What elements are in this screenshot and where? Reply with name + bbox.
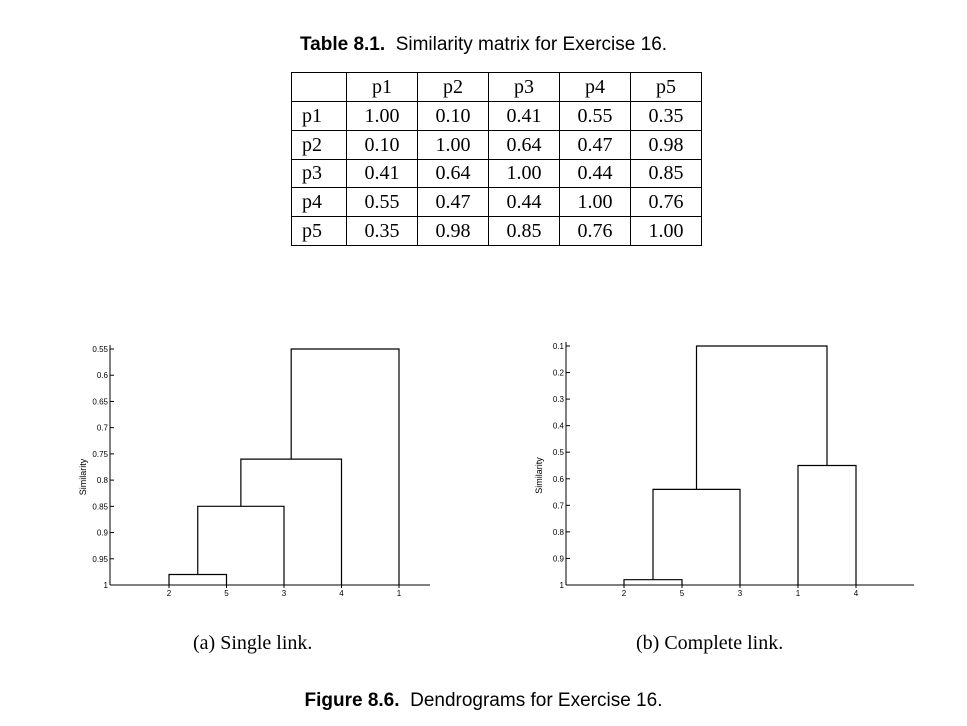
table-cell: 0.85 <box>630 158 702 189</box>
y-tick-label: 0.7 <box>553 501 565 510</box>
table-cell: 1.00 <box>417 129 489 160</box>
table-corner-cell <box>291 72 347 102</box>
table-row: p1 1.00 0.10 0.41 0.55 0.35 <box>291 101 702 131</box>
table-cell: 0.47 <box>417 187 489 218</box>
x-tick-label: 5 <box>680 589 685 598</box>
row-header: p1 <box>291 101 347 131</box>
y-axis-label: Similarity <box>534 457 544 494</box>
table-cell: 0.44 <box>559 158 631 189</box>
table-cell: 1.00 <box>559 187 631 218</box>
y-axis-label: Similarity <box>78 458 88 495</box>
column-header: p1 <box>346 72 418 102</box>
y-tick-label: 1 <box>104 581 109 590</box>
y-tick-label: 0.9 <box>553 554 565 563</box>
table-cell: 1.00 <box>630 216 702 246</box>
table-cell: 0.55 <box>346 187 418 218</box>
table-cell: 0.98 <box>630 129 702 160</box>
table-cell: 0.98 <box>417 216 489 246</box>
column-header: p5 <box>630 72 702 102</box>
dendrogram-link <box>240 458 343 585</box>
table-caption-label: Table 8.1. <box>299 34 386 55</box>
row-header: p4 <box>291 187 347 218</box>
similarity-matrix-table: p1 p2 p3 p4 p5 p1 1.00 0.10 0.41 0.55 0.… <box>291 72 702 246</box>
dendrogram-link <box>168 573 228 585</box>
y-tick-label: 0.55 <box>92 345 108 354</box>
table-cell: 0.85 <box>488 216 560 246</box>
table-caption: Table 8.1. Similarity matrix for Exercis… <box>0 34 967 56</box>
x-tick-label: 1 <box>397 589 402 598</box>
x-tick-label: 4 <box>339 589 344 598</box>
table-cell: 0.10 <box>346 129 418 160</box>
table-cell: 0.10 <box>417 101 489 131</box>
row-header: p5 <box>291 216 347 246</box>
table-cell: 1.00 <box>346 101 418 131</box>
y-tick-label: 1 <box>560 581 565 590</box>
x-tick-label: 3 <box>282 589 287 598</box>
y-tick-label: 0.95 <box>92 555 108 564</box>
dendrogram-link <box>695 345 828 490</box>
table-row: p4 0.55 0.47 0.44 1.00 0.76 <box>291 187 702 218</box>
figure-caption-label: Figure 8.6. <box>304 690 400 711</box>
y-tick-label: 0.4 <box>553 422 565 431</box>
table-row: p3 0.41 0.64 1.00 0.44 0.85 <box>291 158 702 189</box>
x-tick-label: 4 <box>854 589 859 598</box>
y-tick-label: 0.6 <box>97 371 109 380</box>
table-cell: 0.64 <box>488 129 560 160</box>
x-tick-label: 5 <box>224 589 229 598</box>
table-cell: 0.35 <box>630 101 702 131</box>
y-tick-label: 0.7 <box>97 424 109 433</box>
figure-caption-text: Dendrograms for Exercise 16. <box>410 690 663 711</box>
row-header: p2 <box>291 129 347 160</box>
dendrogram-link <box>290 348 400 585</box>
dendrogram-link <box>652 488 741 585</box>
table-row: p5 0.35 0.98 0.85 0.76 1.00 <box>291 216 702 246</box>
y-tick-label: 0.85 <box>92 502 108 511</box>
table-header-row: p1 p2 p3 p4 p5 <box>291 72 702 102</box>
column-header: p3 <box>488 72 560 102</box>
y-tick-label: 0.2 <box>553 369 565 378</box>
dendrogram-link <box>197 505 285 585</box>
column-header: p2 <box>417 72 489 102</box>
x-tick-label: 3 <box>738 589 743 598</box>
y-tick-label: 0.8 <box>553 528 565 537</box>
table-cell: 0.44 <box>488 187 560 218</box>
x-tick-label: 2 <box>167 589 172 598</box>
subcaption-complete-link: (b) Complete link. <box>636 632 784 654</box>
y-tick-label: 0.65 <box>92 397 108 406</box>
y-tick-label: 0.1 <box>553 342 565 351</box>
y-tick-label: 0.3 <box>553 395 565 404</box>
y-tick-label: 0.6 <box>553 475 565 484</box>
single-link-dendrogram: 0.55 0.6 0.65 0.7 0.75 0.8 0.85 0.9 0.95 1 Similar… <box>78 345 430 598</box>
row-header: p3 <box>291 158 347 189</box>
x-tick-label: 2 <box>622 589 627 598</box>
table-cell: 0.64 <box>417 158 489 189</box>
dendrogram-link <box>623 579 683 585</box>
table-cell: 0.55 <box>559 101 631 131</box>
y-tick-label: 0.5 <box>553 448 565 457</box>
subcaption-single-link: (a) Single link. <box>193 632 313 654</box>
table-cell: 0.76 <box>630 187 702 218</box>
table-row: p2 0.10 1.00 0.64 0.47 0.98 <box>291 129 702 160</box>
table-cell: 0.47 <box>559 129 631 160</box>
table-caption-text: Similarity matrix for Exercise 16. <box>395 34 668 55</box>
complete-link-dendrogram: 0.1 0.2 0.3 0.4 0.5 0.6 0.7 0.8 0.9 1 Similarity 2 5… <box>534 342 914 598</box>
x-tick-label: 1 <box>796 589 801 598</box>
dendrogram-link <box>797 464 857 585</box>
table-cell: 1.00 <box>488 158 560 189</box>
y-tick-label: 0.9 <box>97 529 109 538</box>
table-cell: 0.76 <box>559 216 631 246</box>
column-header: p4 <box>559 72 631 102</box>
y-tick-label: 0.8 <box>97 476 109 485</box>
figure-caption: Figure 8.6. Dendrograms for Exercise 16. <box>0 690 967 712</box>
table-cell: 0.41 <box>488 101 560 131</box>
table-cell: 0.41 <box>346 158 418 189</box>
y-tick-label: 0.75 <box>92 450 108 459</box>
table-cell: 0.35 <box>346 216 418 246</box>
